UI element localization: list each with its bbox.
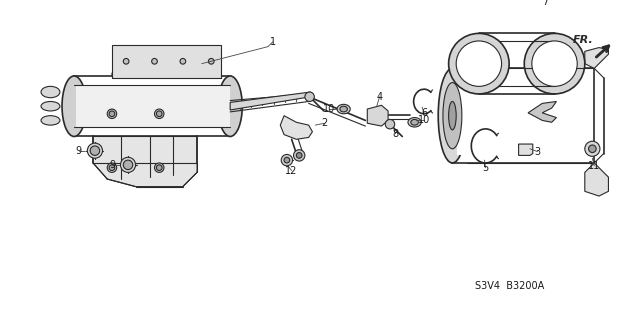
Circle shape bbox=[154, 163, 164, 172]
Circle shape bbox=[281, 154, 292, 166]
Polygon shape bbox=[112, 64, 221, 76]
Circle shape bbox=[120, 157, 136, 172]
Polygon shape bbox=[528, 101, 556, 122]
Text: 5: 5 bbox=[483, 163, 488, 173]
Ellipse shape bbox=[411, 119, 419, 125]
Circle shape bbox=[296, 152, 302, 158]
Bar bbox=[76, 76, 230, 137]
Circle shape bbox=[124, 58, 129, 64]
Circle shape bbox=[154, 109, 164, 119]
Text: FR.: FR. bbox=[573, 35, 593, 45]
Ellipse shape bbox=[41, 116, 60, 125]
Text: 10: 10 bbox=[418, 115, 430, 125]
Circle shape bbox=[589, 145, 596, 152]
Circle shape bbox=[585, 141, 600, 156]
Polygon shape bbox=[230, 92, 310, 110]
Polygon shape bbox=[93, 137, 197, 187]
Circle shape bbox=[108, 163, 116, 172]
Circle shape bbox=[108, 109, 116, 119]
Polygon shape bbox=[585, 48, 609, 68]
Circle shape bbox=[209, 58, 214, 64]
Circle shape bbox=[385, 119, 395, 129]
Polygon shape bbox=[112, 45, 221, 78]
Circle shape bbox=[87, 143, 102, 158]
Ellipse shape bbox=[524, 33, 585, 94]
Circle shape bbox=[305, 92, 314, 101]
Ellipse shape bbox=[449, 33, 509, 94]
Ellipse shape bbox=[449, 101, 456, 130]
Text: S3V4  B3200A: S3V4 B3200A bbox=[474, 281, 544, 291]
Text: 9: 9 bbox=[76, 146, 82, 156]
Text: 12: 12 bbox=[285, 166, 298, 175]
Polygon shape bbox=[280, 116, 312, 139]
Polygon shape bbox=[367, 105, 388, 126]
Polygon shape bbox=[518, 144, 532, 155]
Text: 1: 1 bbox=[269, 37, 276, 47]
Text: 7: 7 bbox=[542, 0, 548, 7]
Ellipse shape bbox=[340, 106, 348, 112]
Circle shape bbox=[152, 58, 157, 64]
Circle shape bbox=[180, 58, 186, 64]
Text: 11: 11 bbox=[588, 161, 600, 171]
Text: 2: 2 bbox=[322, 118, 328, 128]
Ellipse shape bbox=[218, 76, 243, 137]
Circle shape bbox=[156, 165, 162, 171]
Ellipse shape bbox=[438, 68, 467, 163]
Polygon shape bbox=[585, 163, 609, 196]
Text: 8: 8 bbox=[392, 129, 399, 139]
Circle shape bbox=[284, 157, 290, 163]
Ellipse shape bbox=[337, 104, 350, 114]
Circle shape bbox=[90, 146, 100, 155]
Text: 6: 6 bbox=[421, 108, 427, 118]
Text: 3: 3 bbox=[534, 147, 541, 157]
Ellipse shape bbox=[41, 86, 60, 98]
Ellipse shape bbox=[408, 118, 421, 127]
Circle shape bbox=[109, 111, 115, 117]
Circle shape bbox=[124, 160, 132, 170]
Ellipse shape bbox=[456, 41, 502, 86]
Bar bbox=[76, 85, 230, 127]
Text: 10: 10 bbox=[323, 104, 335, 114]
Ellipse shape bbox=[443, 83, 462, 149]
Text: 4: 4 bbox=[376, 92, 383, 102]
Text: 9: 9 bbox=[109, 160, 115, 170]
Ellipse shape bbox=[532, 41, 577, 86]
Ellipse shape bbox=[41, 101, 60, 111]
Ellipse shape bbox=[62, 76, 86, 137]
Circle shape bbox=[156, 111, 162, 117]
Circle shape bbox=[109, 165, 115, 171]
Bar bbox=[457, 76, 585, 155]
Circle shape bbox=[294, 150, 305, 161]
